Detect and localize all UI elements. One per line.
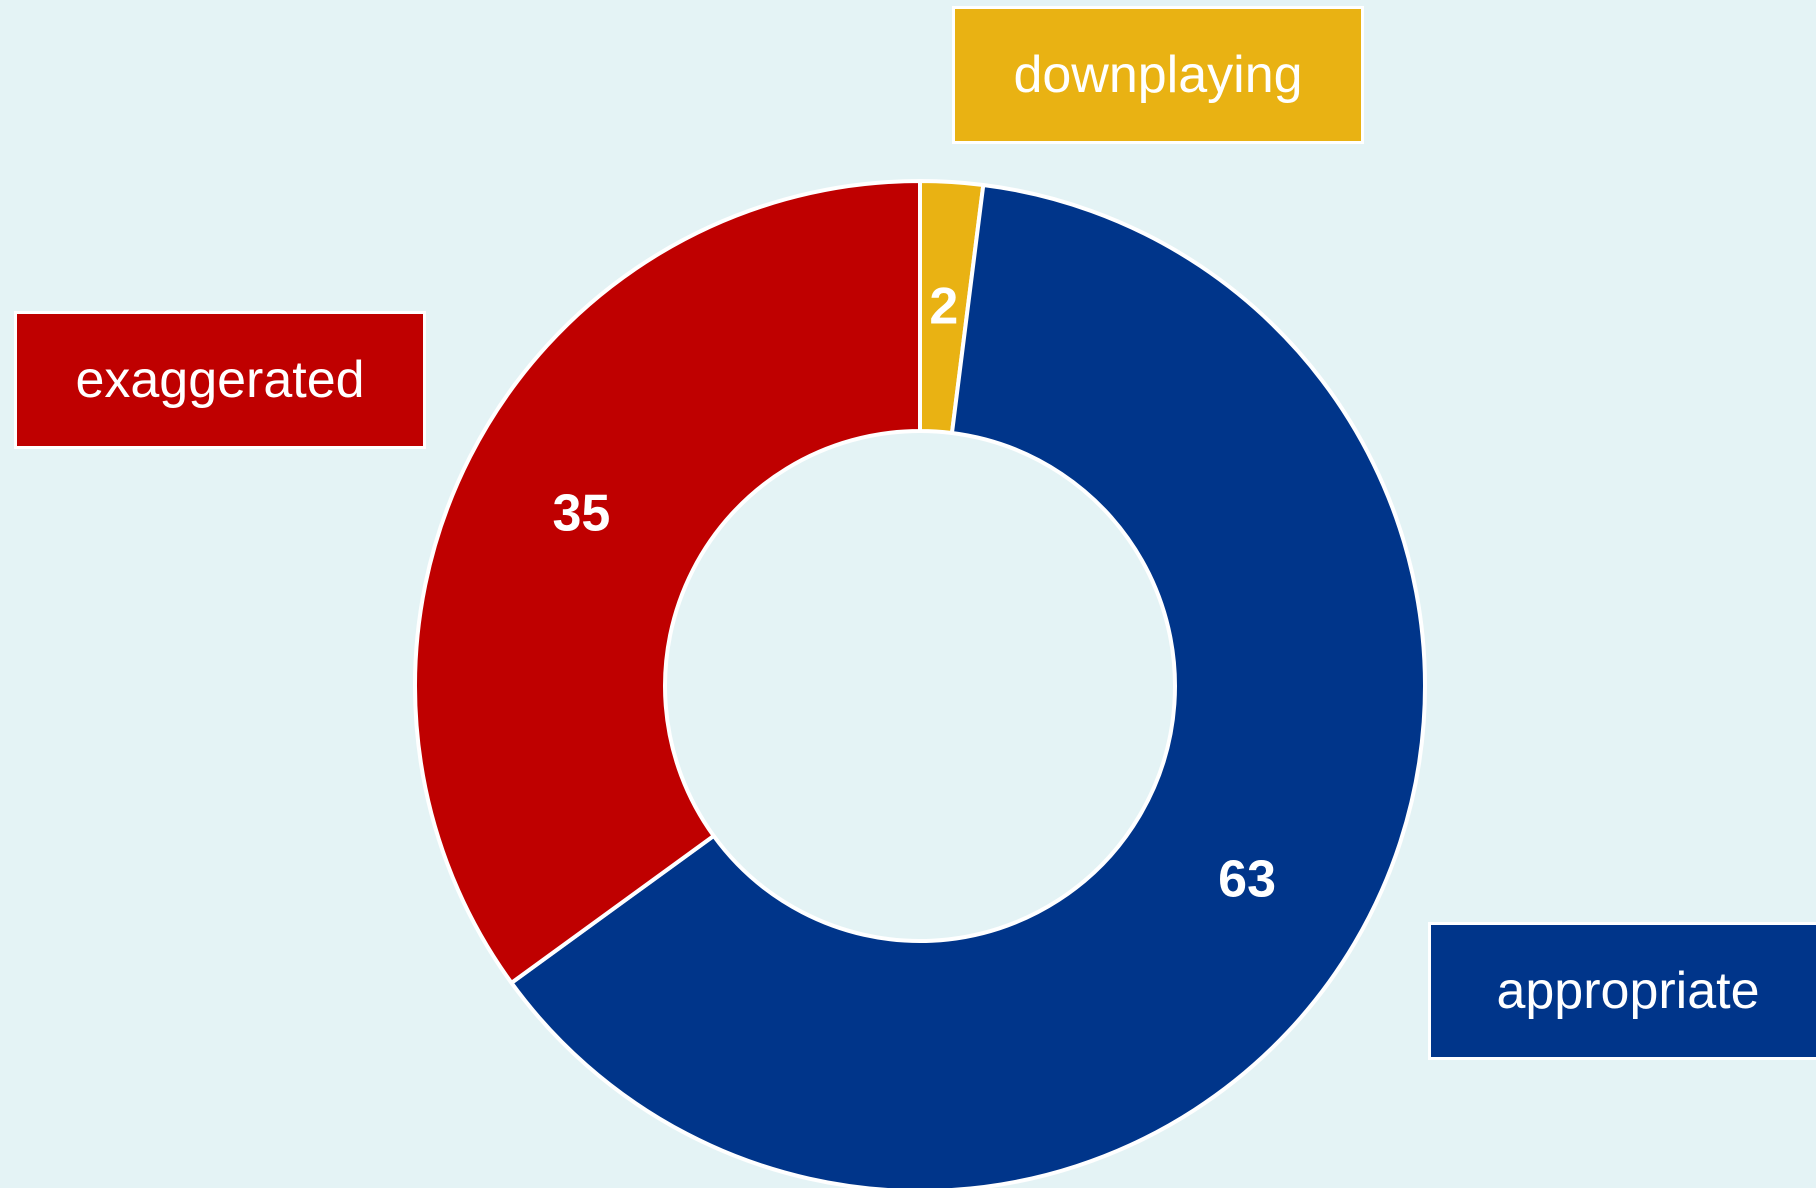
value-label-appropriate: 63: [1218, 850, 1276, 908]
value-label-exaggerated: 35: [552, 484, 610, 542]
slice-exaggerated: [413, 179, 922, 985]
category-label-exaggerated: exaggerated: [14, 311, 426, 449]
slice-appropriate: [509, 182, 1427, 1188]
value-label-downplaying: 2: [929, 278, 958, 336]
category-label-downplaying: downplaying: [952, 6, 1364, 144]
category-label-appropriate: appropriate: [1428, 922, 1816, 1060]
